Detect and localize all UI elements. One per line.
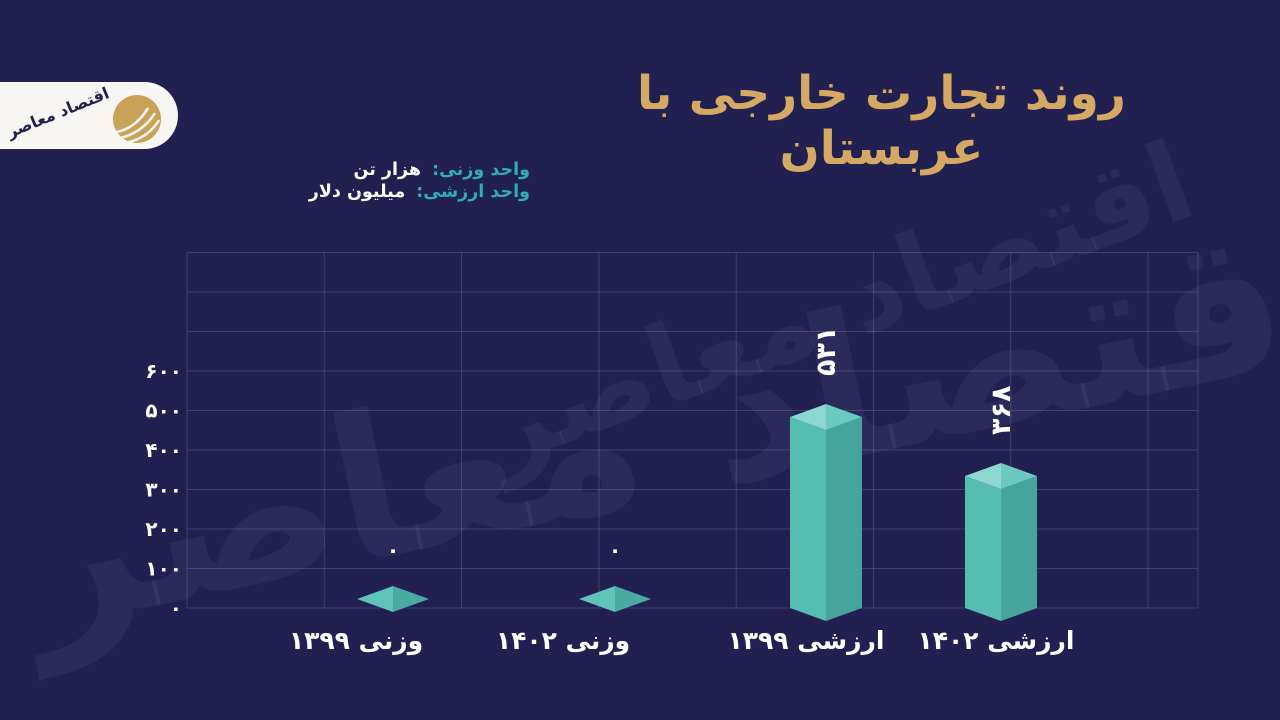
y-axis-tick-label: ۲۰۰ bbox=[145, 517, 182, 541]
bar-cap-right bbox=[826, 404, 862, 430]
bar-cap-left bbox=[579, 586, 615, 612]
y-axis-tick-label: ۰ bbox=[170, 596, 182, 620]
logo-gold-circle-icon bbox=[113, 95, 161, 143]
bar-group: ۰ وزنی ۱۳۹۹ bbox=[289, 538, 429, 656]
y-axis-tick-label: ۱۰۰ bbox=[145, 557, 182, 581]
x-axis-category-label: ارزشی ۱۳۹۹ bbox=[728, 626, 885, 655]
x-axis-category-label: وزنی ۱۴۰۲ bbox=[496, 626, 630, 656]
y-axis-tick-label: ۶۰۰ bbox=[145, 359, 182, 383]
bar-value-label: ۰ bbox=[609, 538, 622, 562]
bar-face-right bbox=[1001, 476, 1037, 621]
bar-face-left bbox=[790, 417, 826, 621]
y-axis-tick-label: ۵۰۰ bbox=[145, 399, 182, 423]
logo-wave-icon bbox=[115, 107, 150, 134]
weight-unit-label: واحد وزنی: bbox=[432, 160, 530, 180]
bar-group: ۰ وزنی ۱۴۰۲ bbox=[496, 538, 651, 656]
weight-unit-value: هزار تن bbox=[353, 160, 421, 180]
units-legend: واحد وزنی: هزار تن واحد ارزشی: میلیون دل… bbox=[309, 159, 530, 203]
bar-value-label: ۵۳۱ bbox=[811, 327, 842, 376]
value-unit-value: میلیون دلار bbox=[308, 182, 406, 202]
bar-cap-right bbox=[615, 586, 651, 612]
bar-cap-left bbox=[357, 586, 393, 612]
bar-group: ۳۶۸ ارزشی ۱۴۰۲ bbox=[918, 385, 1075, 655]
bar-cap-right bbox=[393, 586, 429, 612]
logo-wave-icon bbox=[119, 112, 157, 140]
logo-emblem-icon bbox=[113, 95, 161, 145]
bar-cap-right bbox=[1001, 463, 1037, 489]
logo: اقتصاد معاصر bbox=[0, 82, 178, 149]
weight-unit-row: واحد وزنی: هزار تن bbox=[309, 159, 530, 181]
x-axis-category-label: وزنی ۱۳۹۹ bbox=[289, 626, 423, 656]
bar-group: ۵۳۱ ارزشی ۱۳۹۹ bbox=[728, 327, 885, 655]
bar-cap-left bbox=[790, 404, 826, 430]
y-axis-tick-label: ۴۰۰ bbox=[145, 438, 182, 462]
x-axis-category-label: ارزشی ۱۴۰۲ bbox=[918, 626, 1075, 655]
bar-cap-left bbox=[965, 463, 1001, 489]
page-title: روند تجارت خارجی با عربستان bbox=[637, 66, 1126, 176]
value-unit-label: واحد ارزشی: bbox=[416, 182, 530, 202]
value-unit-row: واحد ارزشی: میلیون دلار bbox=[309, 181, 530, 203]
logo-wave-icon bbox=[124, 119, 161, 145]
y-axis-tick-label: ۳۰۰ bbox=[145, 478, 182, 502]
bar-face-left bbox=[965, 476, 1001, 621]
bar-value-label: ۳۶۸ bbox=[986, 385, 1017, 435]
bar-face-right bbox=[826, 417, 862, 621]
bar-value-label: ۰ bbox=[387, 538, 400, 562]
